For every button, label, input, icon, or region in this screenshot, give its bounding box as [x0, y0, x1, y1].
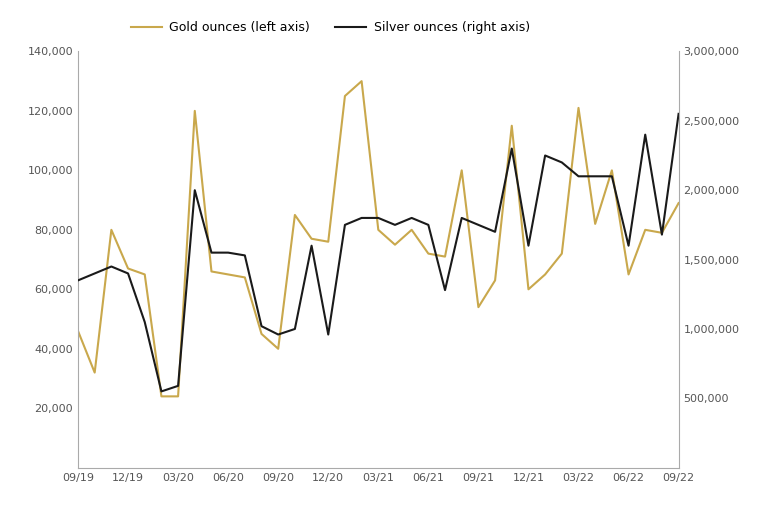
Silver ounces (right axis) — [640, 132, 650, 138]
Silver ounces (right axis) — [307, 243, 316, 249]
Gold ounces (left axis) — [107, 227, 116, 233]
Gold ounces (left axis) — [257, 331, 266, 337]
Silver ounces (right axis) — [207, 249, 216, 255]
Gold ounces (left axis) — [590, 221, 600, 227]
Line: Gold ounces (left axis): Gold ounces (left axis) — [78, 81, 679, 396]
Gold ounces (left axis) — [90, 370, 99, 376]
Silver ounces (right axis) — [407, 215, 417, 221]
Silver ounces (right axis) — [173, 383, 183, 389]
Gold ounces (left axis) — [274, 346, 283, 352]
Gold ounces (left axis) — [541, 271, 550, 278]
Gold ounces (left axis) — [157, 393, 166, 399]
Silver ounces (right axis) — [674, 111, 683, 117]
Gold ounces (left axis) — [640, 227, 650, 233]
Gold ounces (left axis) — [457, 167, 466, 173]
Gold ounces (left axis) — [357, 78, 367, 84]
Silver ounces (right axis) — [607, 173, 616, 179]
Gold ounces (left axis) — [240, 274, 250, 281]
Gold ounces (left axis) — [140, 271, 150, 278]
Silver ounces (right axis) — [590, 173, 600, 179]
Gold ounces (left axis) — [441, 253, 450, 260]
Silver ounces (right axis) — [491, 229, 500, 235]
Silver ounces (right axis) — [107, 263, 116, 269]
Gold ounces (left axis) — [557, 250, 566, 256]
Silver ounces (right axis) — [374, 215, 383, 221]
Silver ounces (right axis) — [290, 326, 300, 332]
Silver ounces (right axis) — [240, 252, 250, 259]
Silver ounces (right axis) — [457, 215, 466, 221]
Silver ounces (right axis) — [140, 319, 150, 325]
Silver ounces (right axis) — [524, 243, 534, 249]
Silver ounces (right axis) — [658, 231, 667, 237]
Silver ounces (right axis) — [257, 323, 266, 329]
Silver ounces (right axis) — [541, 152, 550, 158]
Silver ounces (right axis) — [223, 249, 232, 255]
Gold ounces (left axis) — [407, 227, 417, 233]
Gold ounces (left axis) — [607, 167, 616, 173]
Gold ounces (left axis) — [207, 268, 216, 274]
Gold ounces (left axis) — [524, 286, 534, 292]
Silver ounces (right axis) — [274, 332, 283, 338]
Silver ounces (right axis) — [123, 270, 133, 277]
Gold ounces (left axis) — [473, 304, 483, 310]
Gold ounces (left axis) — [424, 250, 433, 256]
Silver ounces (right axis) — [324, 332, 333, 338]
Silver ounces (right axis) — [90, 270, 99, 277]
Gold ounces (left axis) — [374, 227, 383, 233]
Silver ounces (right axis) — [424, 222, 433, 228]
Gold ounces (left axis) — [123, 265, 133, 271]
Gold ounces (left axis) — [340, 93, 349, 99]
Gold ounces (left axis) — [574, 105, 583, 111]
Gold ounces (left axis) — [307, 235, 316, 242]
Gold ounces (left axis) — [491, 278, 500, 284]
Silver ounces (right axis) — [507, 145, 516, 152]
Gold ounces (left axis) — [658, 230, 667, 236]
Gold ounces (left axis) — [507, 123, 516, 129]
Silver ounces (right axis) — [190, 187, 200, 193]
Gold ounces (left axis) — [190, 108, 200, 114]
Gold ounces (left axis) — [624, 271, 633, 278]
Silver ounces (right axis) — [473, 222, 483, 228]
Gold ounces (left axis) — [173, 393, 183, 399]
Silver ounces (right axis) — [157, 389, 166, 395]
Gold ounces (left axis) — [324, 238, 333, 245]
Silver ounces (right axis) — [574, 173, 583, 179]
Silver ounces (right axis) — [441, 287, 450, 293]
Gold ounces (left axis) — [674, 200, 683, 206]
Silver ounces (right axis) — [357, 215, 367, 221]
Gold ounces (left axis) — [223, 271, 232, 278]
Gold ounces (left axis) — [73, 328, 83, 334]
Silver ounces (right axis) — [73, 277, 83, 283]
Silver ounces (right axis) — [624, 243, 633, 249]
Gold ounces (left axis) — [290, 212, 300, 218]
Silver ounces (right axis) — [340, 222, 349, 228]
Silver ounces (right axis) — [557, 159, 566, 166]
Line: Silver ounces (right axis): Silver ounces (right axis) — [78, 114, 679, 392]
Silver ounces (right axis) — [390, 222, 399, 228]
Gold ounces (left axis) — [390, 242, 399, 248]
Legend: Gold ounces (left axis), Silver ounces (right axis): Gold ounces (left axis), Silver ounces (… — [126, 16, 535, 39]
